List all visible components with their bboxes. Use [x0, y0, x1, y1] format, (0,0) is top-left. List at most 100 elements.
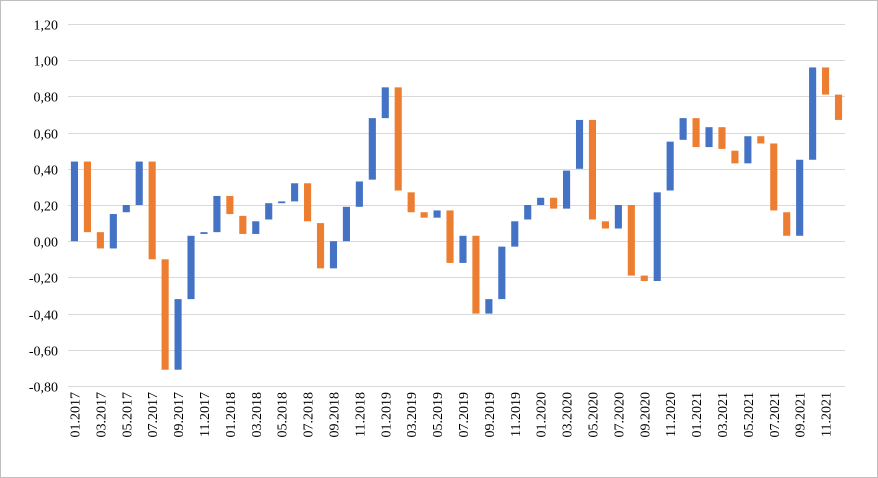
- bar-increase: [485, 299, 493, 314]
- x-tick-label: 05.2021: [742, 392, 757, 438]
- bar-increase: [498, 246, 506, 300]
- bar-decrease: [550, 197, 558, 209]
- y-tick-label: 0,80: [34, 91, 59, 106]
- bar-decrease: [148, 161, 156, 260]
- bar-decrease: [239, 215, 247, 234]
- bar-increase: [200, 232, 208, 234]
- y-tick-label: -0,60: [29, 345, 58, 360]
- bar-decrease: [472, 235, 480, 314]
- bar-increase: [109, 214, 117, 249]
- bars: [70, 67, 843, 370]
- y-axis-tick-labels: -0,80 -0,60 -0,40 -0,20 0,00 0,20 0,40 0,60 0,80…: [29, 19, 58, 396]
- bar-increase: [342, 206, 350, 242]
- bar-increase: [796, 159, 804, 236]
- bar-increase: [278, 201, 286, 204]
- y-tick-label: 1,00: [34, 55, 59, 70]
- bar-increase: [459, 235, 467, 263]
- bar-increase: [524, 205, 532, 220]
- y-tick-label: 0,20: [34, 200, 59, 215]
- x-tick-label: 03.2019: [405, 392, 420, 438]
- x-tick-label: 07.2019: [457, 392, 472, 438]
- x-tick-label: 09.2018: [327, 392, 342, 438]
- x-tick-label: 07.2020: [612, 392, 627, 438]
- x-tick-label: 11.2021: [820, 392, 835, 437]
- bar-increase: [135, 161, 143, 205]
- x-tick-label: 03.2017: [94, 392, 109, 438]
- bar-increase: [537, 197, 545, 205]
- y-tick-label: 0,60: [34, 128, 59, 143]
- bar-decrease: [226, 195, 234, 215]
- bar-increase: [213, 195, 221, 233]
- x-tick-label: 05.2019: [431, 392, 446, 438]
- y-tick-label: -0,40: [29, 309, 58, 324]
- bar-increase: [265, 203, 273, 220]
- y-tick-label: -0,80: [29, 381, 58, 396]
- bar-increase: [511, 221, 519, 247]
- x-tick-label: 11.2020: [664, 392, 679, 437]
- bar-increase: [381, 87, 389, 119]
- x-tick-label: 03.2021: [716, 392, 731, 438]
- bar-decrease: [407, 192, 415, 213]
- bar-increase: [329, 241, 338, 269]
- bar-increase: [563, 170, 571, 209]
- bar-decrease: [420, 212, 428, 218]
- bar-decrease: [640, 275, 648, 282]
- bar-increase: [368, 118, 376, 180]
- bar-decrease: [757, 136, 765, 144]
- bar-increase: [291, 183, 299, 202]
- gridlines: [68, 24, 845, 387]
- bar-increase: [744, 136, 752, 164]
- x-tick-label: 01.2017: [68, 392, 83, 438]
- bar-decrease: [394, 87, 402, 191]
- x-tick-label: 11.2019: [509, 392, 524, 437]
- x-tick-label: 11.2018: [353, 392, 368, 437]
- bar-decrease: [161, 259, 169, 370]
- x-tick-label: 01.2019: [379, 392, 394, 438]
- bar-increase: [679, 118, 687, 140]
- x-tick-label: 07.2017: [146, 392, 161, 438]
- bar-increase: [355, 181, 363, 207]
- bar-decrease: [446, 210, 454, 263]
- bar-decrease: [783, 212, 791, 236]
- x-tick-label: 07.2021: [768, 392, 783, 438]
- bar-decrease: [718, 127, 726, 149]
- x-tick-label: 11.2017: [198, 392, 213, 437]
- x-tick-label: 03.2020: [561, 392, 576, 438]
- x-tick-label: 01.2020: [535, 392, 550, 438]
- y-tick-label: 1,20: [34, 19, 59, 34]
- bar-decrease: [834, 94, 843, 120]
- bar-increase: [187, 235, 195, 300]
- bar-increase: [252, 221, 260, 234]
- x-tick-label: 05.2018: [276, 392, 291, 438]
- bar-decrease: [304, 183, 312, 222]
- y-tick-label: 0,40: [34, 164, 59, 179]
- x-tick-label: 07.2018: [302, 392, 317, 438]
- x-tick-label: 09.2017: [172, 392, 187, 438]
- bar-decrease: [822, 67, 830, 95]
- bar-decrease: [316, 223, 325, 269]
- bar-increase: [575, 119, 584, 169]
- bar-decrease: [627, 205, 635, 276]
- bar-increase: [433, 210, 441, 218]
- bar-decrease: [588, 119, 597, 220]
- bar-decrease: [601, 221, 609, 229]
- bar-decrease: [96, 232, 104, 249]
- x-tick-label: 09.2021: [794, 392, 809, 438]
- bar-decrease: [83, 161, 91, 233]
- x-tick-label: 03.2018: [250, 392, 265, 438]
- bar-increase: [666, 141, 674, 191]
- x-axis-tick-labels: 01.2017 03.2017 05.2017 07.2017 09.2017 11.20…: [68, 392, 834, 438]
- x-tick-label: 09.2019: [483, 392, 498, 438]
- bar-increase: [122, 205, 130, 213]
- x-tick-label: 01.2018: [224, 392, 239, 438]
- bar-decrease: [692, 118, 700, 148]
- bar-increase: [614, 205, 622, 229]
- y-tick-label: 0,00: [34, 236, 59, 251]
- bar-increase: [70, 161, 79, 242]
- bar-increase: [705, 127, 713, 148]
- x-tick-label: 09.2020: [638, 392, 653, 438]
- x-tick-label: 05.2017: [120, 392, 135, 438]
- bar-increase: [809, 67, 817, 160]
- bar-decrease: [731, 150, 739, 164]
